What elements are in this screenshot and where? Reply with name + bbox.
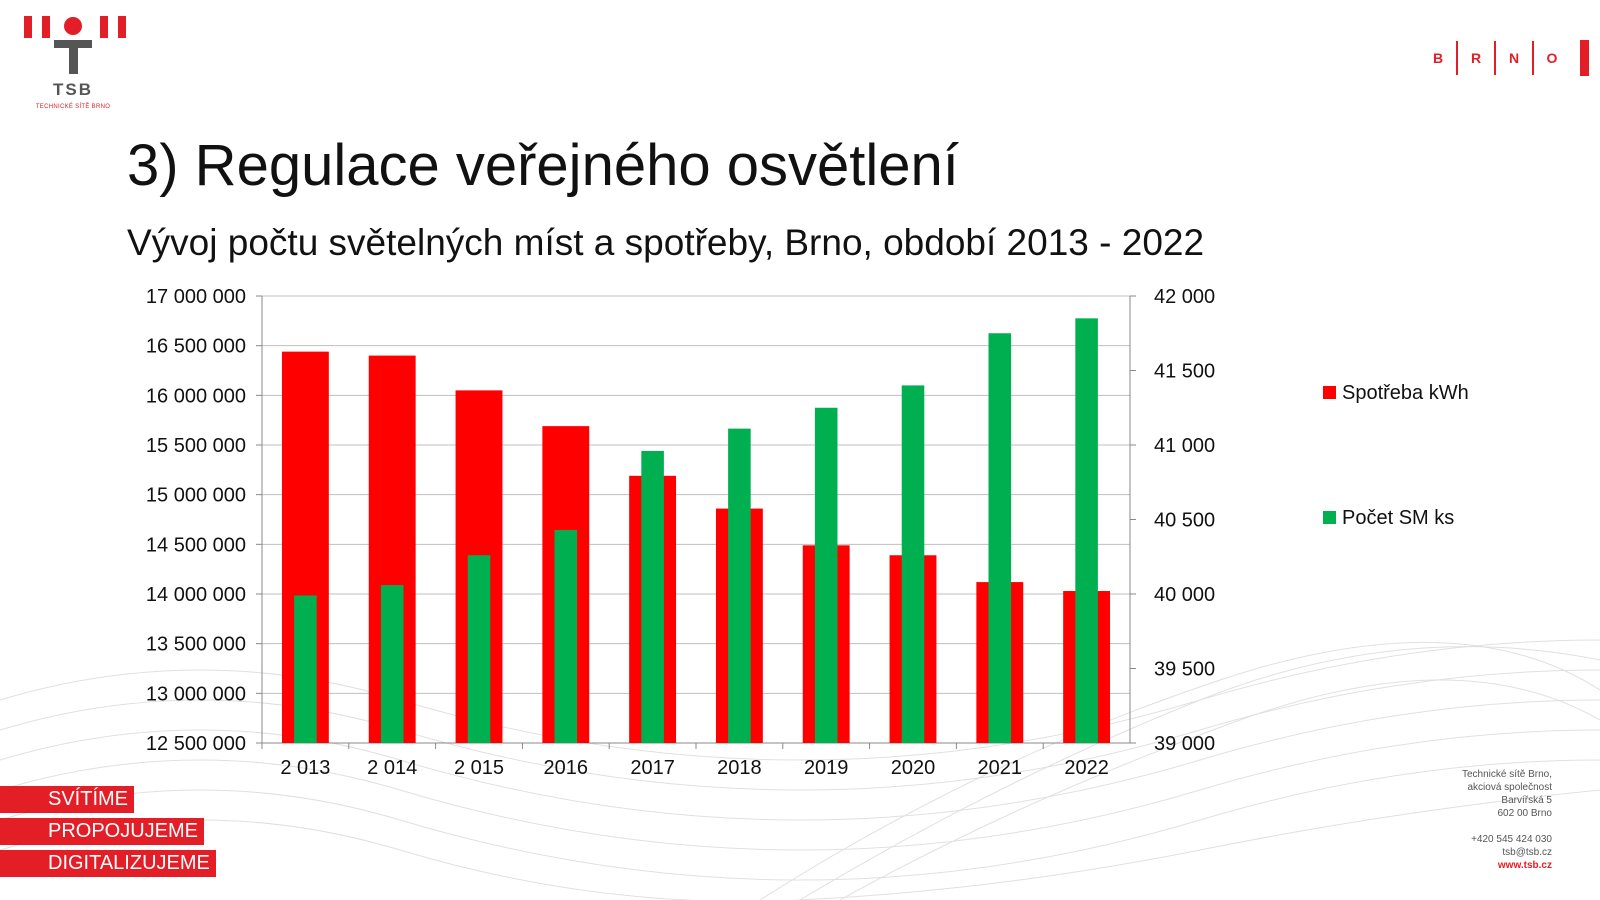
page-subtitle: Vývoj počtu světelných míst a spotřeby, … [127,222,1205,263]
legend-label: Spotřeba kWh [1342,382,1469,404]
left-tick-label: 15 000 000 [146,485,246,507]
logo-name: TSB [53,80,93,99]
brno-letter: R [1470,50,1482,66]
left-tick-label: 15 500 000 [146,435,246,457]
tagline-propojujeme: PROPOJUJEME [0,818,205,845]
right-tick-label: 41 500 [1154,361,1215,383]
page-title: 3) Regulace veřejného osvětlení [127,133,959,198]
bar-pocet-sm [901,385,925,743]
left-tick-label: 17 000 000 [146,286,246,308]
x-tick-label: 2021 [978,757,1023,779]
legend-swatch [1323,511,1336,524]
logo-t-icon [54,40,92,48]
bar-pocet-sm [554,529,578,743]
left-tick-label: 14 500 000 [146,534,246,556]
tagline-digitalizujeme: DIGITALIZUJEME [0,850,216,877]
left-tick-label: 12 500 000 [146,733,246,755]
left-tick-label: 16 500 000 [146,336,246,358]
address-email[interactable]: tsb@tsb.cz [1502,847,1552,858]
right-tick-label: 39 500 [1154,659,1215,681]
right-tick-label: 39 000 [1154,733,1215,755]
brno-letter: N [1508,50,1520,66]
x-tick-label: 2 015 [454,757,504,779]
bar-pocet-sm [728,428,751,743]
left-tick-label: 14 000 000 [146,584,246,606]
bar-pocet-sm [380,585,404,743]
tagline-sviti: SVÍTÍME [0,786,135,813]
legend-swatch [1323,386,1336,399]
bar-pocet-sm [988,333,1012,743]
right-tick-label: 41 000 [1154,435,1215,457]
bar-pocet-sm [641,450,664,743]
address-line: 602 00 Brno [1497,808,1553,819]
brno-logo[interactable]: B R N O [1420,40,1589,76]
address-line: Technické sítě Brno, [1461,769,1552,780]
x-tick-label: 2 013 [280,757,330,779]
address-phone: +420 545 424 030 [1471,834,1552,845]
x-tick-label: 2017 [630,757,675,779]
tsb-logo[interactable]: TSB TECHNICKÉ SÍTĚ BRNO [20,16,130,116]
address-web-link[interactable]: www.tsb.cz [1497,860,1552,871]
brno-letter: B [1432,50,1444,66]
bar-pocet-sm [467,555,491,743]
bar-pocet-sm [294,595,317,743]
address-line: akciová společnost [1467,782,1553,793]
bar-pocet-sm [814,407,838,743]
left-tick-label: 13 000 000 [146,683,246,705]
right-tick-label: 40 000 [1154,584,1215,606]
company-address: Technické sítě Brno, akciová společnost … [1462,768,1552,872]
x-tick-label: 2022 [1064,757,1109,779]
left-tick-label: 13 500 000 [146,634,246,656]
x-tick-label: 2016 [544,757,589,779]
logo-bars-icon [20,16,126,38]
left-tick-label: 16 000 000 [146,385,246,407]
logo-dot-icon [64,17,82,35]
right-tick-label: 40 500 [1154,510,1215,532]
legend-label: Počet SM ks [1342,507,1454,529]
x-tick-label: 2018 [717,757,762,779]
right-tick-label: 42 000 [1154,286,1215,308]
address-line: Barvířská 5 [1501,795,1552,806]
brno-letter: O [1546,50,1558,66]
x-tick-label: 2019 [804,757,849,779]
logo-subtitle: TECHNICKÉ SÍTĚ BRNO [35,104,111,110]
bar-pocet-sm [1075,318,1098,743]
x-tick-label: 2 014 [367,757,417,779]
x-tick-label: 2020 [891,757,936,779]
